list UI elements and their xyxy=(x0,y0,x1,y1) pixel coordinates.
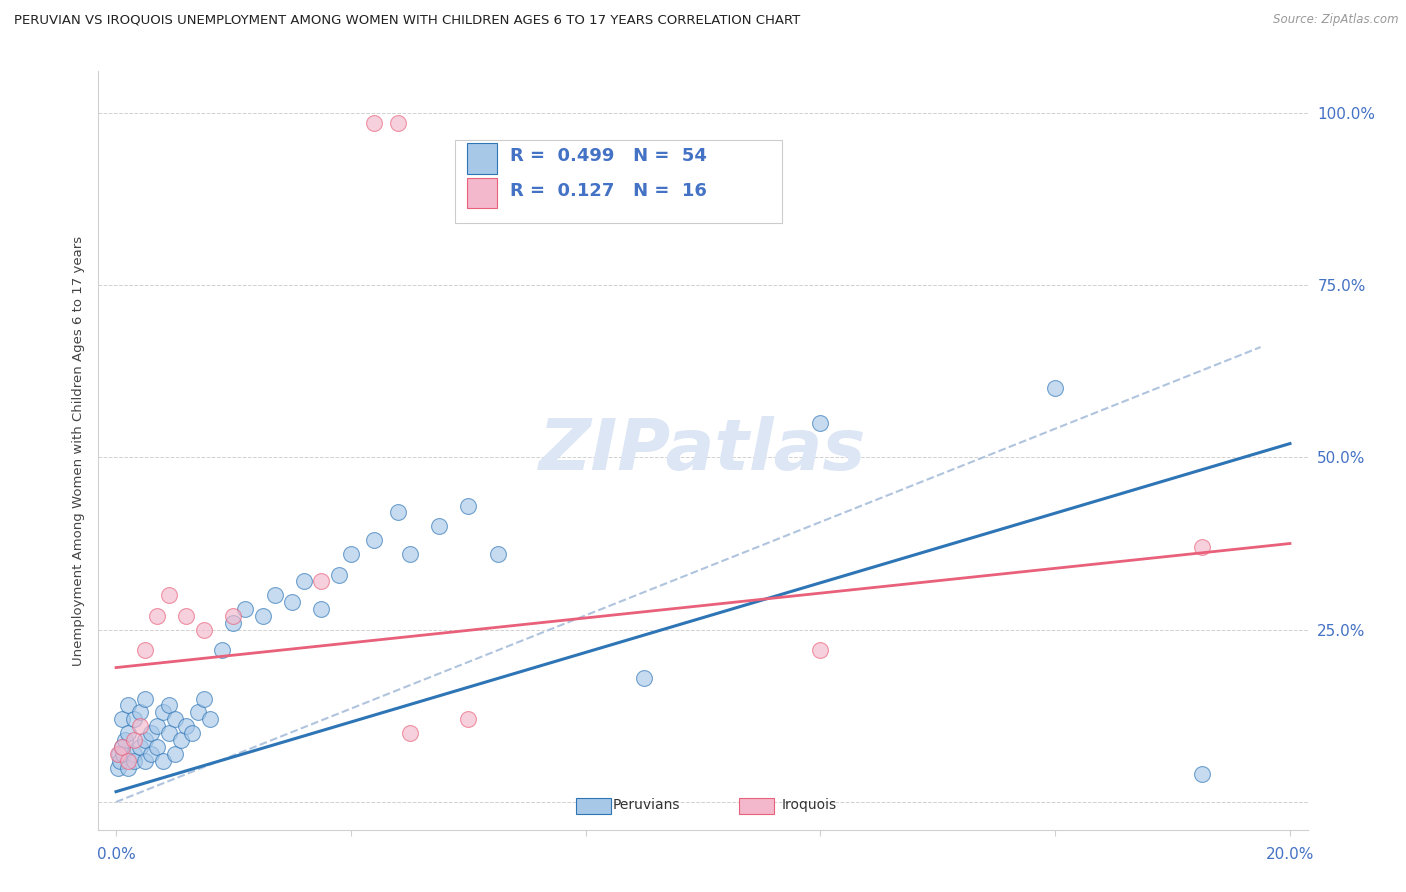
Point xyxy=(108,747,131,761)
Point xyxy=(311,602,333,616)
Point xyxy=(176,608,198,623)
Text: Source: ZipAtlas.com: Source: ZipAtlas.com xyxy=(1274,13,1399,27)
Point xyxy=(328,567,350,582)
Point xyxy=(117,760,139,774)
Point xyxy=(363,116,385,130)
Text: 20.0%: 20.0% xyxy=(1265,847,1315,862)
Point xyxy=(107,747,129,761)
Point xyxy=(457,499,479,513)
Point xyxy=(146,719,169,733)
Point xyxy=(222,615,245,630)
Point xyxy=(193,623,215,637)
Point xyxy=(117,726,139,740)
Point xyxy=(146,608,169,623)
Text: 0.0%: 0.0% xyxy=(97,847,135,862)
Point xyxy=(808,416,831,430)
Point xyxy=(181,726,204,740)
Point xyxy=(222,608,245,623)
Point xyxy=(193,691,215,706)
Y-axis label: Unemployment Among Women with Children Ages 6 to 17 years: Unemployment Among Women with Children A… xyxy=(72,235,86,665)
Point xyxy=(163,747,186,761)
Point xyxy=(281,595,304,609)
Point xyxy=(111,739,134,754)
Point xyxy=(134,691,156,706)
Point xyxy=(152,706,174,720)
Text: R =  0.127   N =  16: R = 0.127 N = 16 xyxy=(509,182,706,200)
Point xyxy=(211,643,233,657)
Point xyxy=(163,712,186,726)
FancyBboxPatch shape xyxy=(467,144,498,174)
Point xyxy=(111,712,134,726)
Point xyxy=(157,726,180,740)
Point xyxy=(427,519,450,533)
Point xyxy=(157,698,180,713)
FancyBboxPatch shape xyxy=(576,797,610,814)
Point xyxy=(122,754,145,768)
Point xyxy=(187,706,209,720)
Point xyxy=(633,671,655,685)
Point xyxy=(457,712,479,726)
Text: Peruvians: Peruvians xyxy=(613,798,681,813)
Point xyxy=(157,588,180,602)
Point xyxy=(387,116,409,130)
Point xyxy=(141,726,163,740)
FancyBboxPatch shape xyxy=(456,139,782,223)
Point xyxy=(111,739,134,754)
Point xyxy=(128,706,150,720)
Point xyxy=(117,698,139,713)
Point xyxy=(398,547,420,561)
Point xyxy=(128,719,150,733)
Text: PERUVIAN VS IROQUOIS UNEMPLOYMENT AMONG WOMEN WITH CHILDREN AGES 6 TO 17 YEARS C: PERUVIAN VS IROQUOIS UNEMPLOYMENT AMONG … xyxy=(14,13,800,27)
Text: Iroquois: Iroquois xyxy=(782,798,837,813)
Point xyxy=(311,574,333,589)
Point xyxy=(134,643,156,657)
Point xyxy=(233,602,256,616)
Point xyxy=(122,733,145,747)
Point xyxy=(808,643,831,657)
Point xyxy=(176,719,198,733)
Point xyxy=(114,733,136,747)
Point xyxy=(107,760,129,774)
Point xyxy=(152,754,174,768)
Point xyxy=(387,506,409,520)
Point xyxy=(363,533,385,547)
Point xyxy=(198,712,221,726)
Point xyxy=(486,547,509,561)
Point xyxy=(169,733,191,747)
Point xyxy=(128,739,150,754)
Point xyxy=(252,608,274,623)
Text: R =  0.499   N =  54: R = 0.499 N = 54 xyxy=(509,147,706,165)
Point xyxy=(1191,767,1213,781)
Point xyxy=(146,739,169,754)
FancyBboxPatch shape xyxy=(740,797,773,814)
Point xyxy=(122,747,145,761)
Text: ZIPatlas: ZIPatlas xyxy=(540,416,866,485)
Point xyxy=(292,574,315,589)
Point xyxy=(134,754,156,768)
Point xyxy=(108,754,131,768)
Point xyxy=(398,726,420,740)
Point xyxy=(263,588,285,602)
FancyBboxPatch shape xyxy=(467,178,498,208)
Point xyxy=(141,747,163,761)
Point xyxy=(122,712,145,726)
Point xyxy=(112,747,135,761)
Point xyxy=(117,754,139,768)
Point xyxy=(1191,540,1213,554)
Point xyxy=(134,733,156,747)
Point xyxy=(1043,381,1066,395)
Point xyxy=(340,547,363,561)
